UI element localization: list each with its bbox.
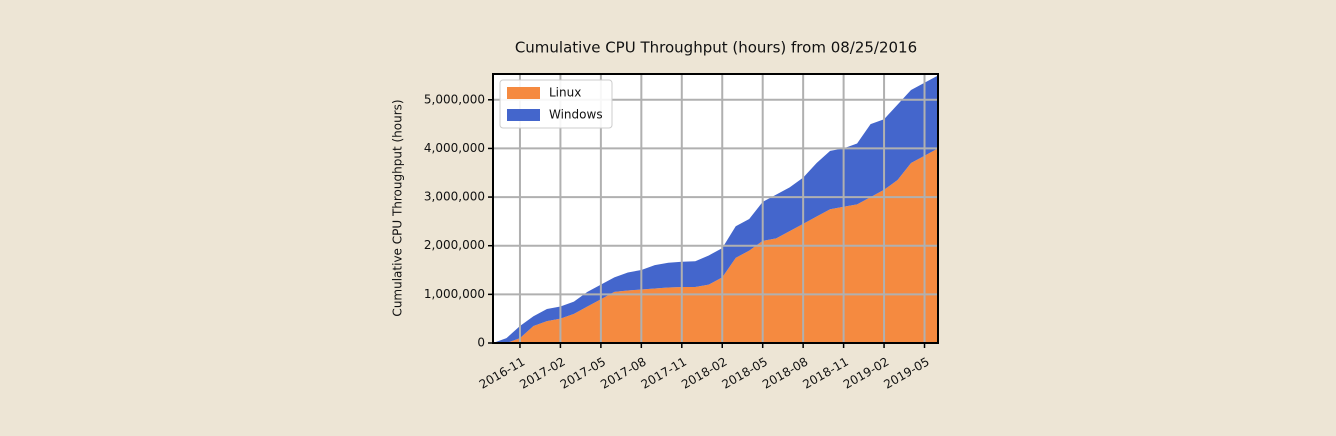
y-tick-label: 3,000,000 [424,190,485,204]
x-tick-label: 2018-08 [760,355,810,392]
legend-swatch [507,109,540,121]
y-tick-label: 4,000,000 [424,141,485,155]
x-tick-label: 2016-11 [477,355,527,392]
y-tick-label: 5,000,000 [424,92,485,106]
x-tick-label: 2017-05 [558,355,608,392]
x-tick-label: 2017-11 [639,355,689,392]
y-tick-label: 2,000,000 [424,238,485,252]
x-tick-label: 2017-02 [517,355,567,392]
legend-label: Linux [549,86,581,100]
chart-title: Cumulative CPU Throughput (hours) from 0… [515,39,917,57]
y-tick-label: 0 [477,336,485,350]
legend-swatch [507,87,540,99]
x-tick-label: 2018-02 [679,355,729,392]
plot-frame [492,73,939,344]
area [493,75,938,343]
x-tick-label: 2019-05 [881,355,931,392]
y-axis-label: Cumulative CPU Throughput (hours) [391,99,405,316]
x-tick-label: 2017-08 [598,355,648,392]
x-tick-label: 2018-05 [720,355,770,392]
x-tick-label: 2019-02 [841,355,891,392]
x-tick-label: 2018-11 [800,355,850,392]
legend-label: Windows [549,108,603,122]
y-tick-label: 1,000,000 [424,287,485,301]
